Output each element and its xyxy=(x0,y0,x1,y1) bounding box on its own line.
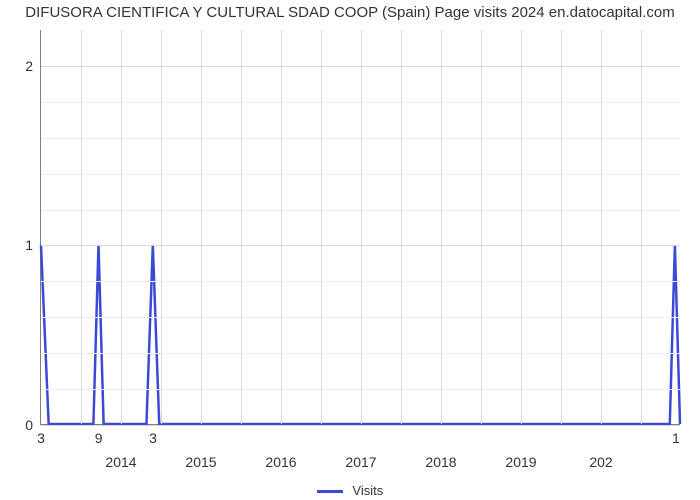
y-tick-label: 2 xyxy=(25,58,41,74)
gridline-horizontal-minor xyxy=(41,353,680,354)
y-tick-label: 1 xyxy=(25,237,41,253)
gridline-vertical xyxy=(201,30,202,424)
gridline-vertical xyxy=(441,30,442,424)
gridline-vertical xyxy=(401,30,402,424)
x-point-label: 3 xyxy=(37,424,45,446)
gridline-horizontal-minor xyxy=(41,389,680,390)
x-year-label: 2017 xyxy=(345,424,376,470)
x-year-label: 202 xyxy=(589,424,612,470)
plot-area: 0122014201520162017201820192023931 xyxy=(40,30,680,425)
gridline-vertical xyxy=(601,30,602,424)
gridline-vertical xyxy=(81,30,82,424)
gridline-vertical xyxy=(121,30,122,424)
gridline-horizontal-minor xyxy=(41,138,680,139)
legend: Visits xyxy=(0,483,700,498)
gridline-vertical xyxy=(241,30,242,424)
gridline-vertical xyxy=(481,30,482,424)
x-point-label: 3 xyxy=(149,424,157,446)
chart-title: DIFUSORA CIENTIFICA Y CULTURAL SDAD COOP… xyxy=(0,4,700,21)
gridline-vertical xyxy=(641,30,642,424)
gridline-vertical xyxy=(561,30,562,424)
gridline-vertical xyxy=(521,30,522,424)
x-year-label: 2019 xyxy=(505,424,536,470)
gridline-horizontal-minor xyxy=(41,210,680,211)
gridline-horizontal-minor xyxy=(41,281,680,282)
gridline-horizontal xyxy=(41,66,680,67)
legend-swatch xyxy=(317,490,343,493)
gridline-vertical xyxy=(321,30,322,424)
gridline-horizontal-minor xyxy=(41,317,680,318)
gridline-horizontal xyxy=(41,245,680,246)
x-year-label: 2018 xyxy=(425,424,456,470)
gridline-vertical xyxy=(161,30,162,424)
gridline-horizontal-minor xyxy=(41,174,680,175)
x-point-label: 1 xyxy=(672,424,680,446)
chart-container: DIFUSORA CIENTIFICA Y CULTURAL SDAD COOP… xyxy=(0,0,700,500)
x-point-label: 9 xyxy=(95,424,103,446)
gridline-vertical xyxy=(281,30,282,424)
x-year-label: 2015 xyxy=(185,424,216,470)
x-year-label: 2016 xyxy=(265,424,296,470)
gridline-horizontal-minor xyxy=(41,102,680,103)
gridline-vertical xyxy=(361,30,362,424)
legend-label: Visits xyxy=(352,483,383,498)
x-year-label: 2014 xyxy=(105,424,136,470)
